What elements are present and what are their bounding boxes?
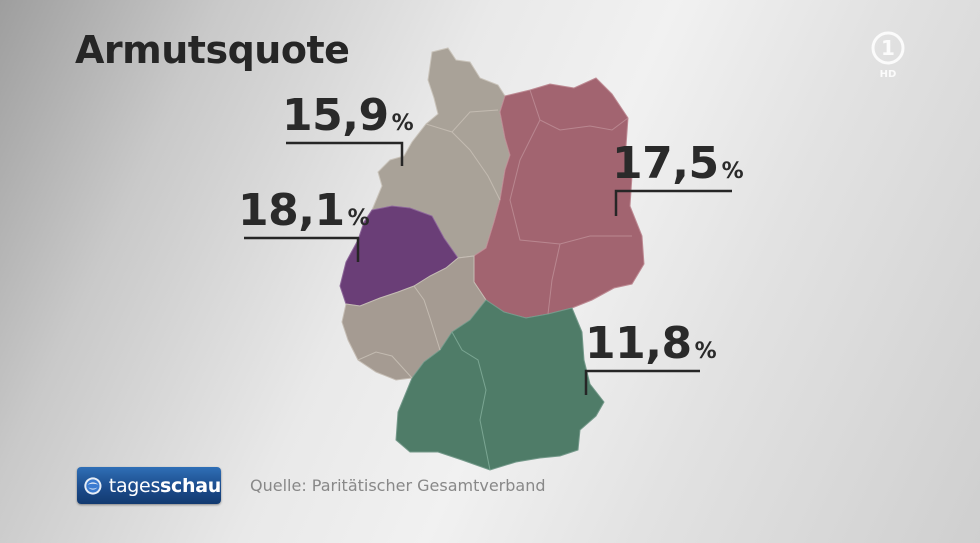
- page-title: Armutsquote: [75, 28, 350, 72]
- channel-number: 1: [881, 36, 895, 60]
- leader-line-north: [286, 141, 404, 166]
- value-number: 15,9: [282, 90, 389, 141]
- globe-icon: [84, 476, 102, 495]
- brand-suffix: schau: [160, 474, 221, 497]
- brand-name: tagesschau: [108, 474, 222, 497]
- hd-badge: HD: [880, 69, 897, 80]
- value-label-east: 17,5%: [612, 138, 744, 189]
- value-number: 17,5: [612, 138, 719, 189]
- leader-line-south: [584, 369, 700, 395]
- value-label-north: 15,9%: [282, 90, 414, 141]
- leader-lines: [244, 141, 732, 395]
- percent-unit: %: [721, 159, 744, 184]
- value-number: 11,8: [585, 318, 692, 369]
- value-label-south: 11,8%: [585, 318, 717, 369]
- percent-unit: %: [347, 206, 370, 231]
- leader-line-nrw: [244, 236, 360, 262]
- percent-unit: %: [391, 111, 414, 136]
- east-state-borders: [509, 89, 632, 315]
- channel-logo-icon: 1 HD: [871, 31, 905, 80]
- percent-unit: %: [694, 339, 717, 364]
- source-credit: Quelle: Paritätischer Gesamtverband: [250, 476, 546, 495]
- brand-prefix: tages: [108, 474, 161, 497]
- tagesschau-logo: tagesschau: [77, 467, 221, 504]
- region-south: [395, 299, 605, 471]
- state-borders: [357, 109, 501, 379]
- value-label-nrw: 18,1%: [238, 185, 370, 236]
- region-east: [473, 77, 645, 319]
- south-state-borders: [451, 331, 491, 471]
- value-number: 18,1: [238, 185, 345, 236]
- leader-line-east: [614, 189, 732, 216]
